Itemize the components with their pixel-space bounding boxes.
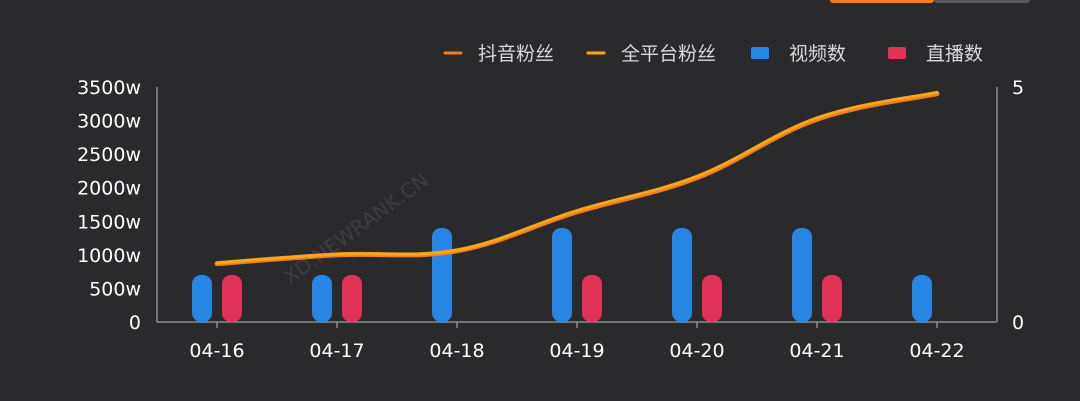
bar-video xyxy=(312,275,332,322)
bar-live xyxy=(222,275,242,322)
bar-live xyxy=(582,275,602,322)
top-tab-indicator[interactable] xyxy=(830,0,1030,4)
watermark: XD.NEWRANK.CN xyxy=(279,168,433,289)
y-left-tick-label: 1000w xyxy=(77,245,141,267)
legend-label: 直播数 xyxy=(926,43,983,65)
bar-video xyxy=(792,228,812,322)
tab-indicator-active[interactable] xyxy=(830,0,934,3)
bar-live xyxy=(342,275,362,322)
bar-live xyxy=(822,275,842,322)
x-tick-label: 04-17 xyxy=(309,340,364,362)
x-tick-label: 04-16 xyxy=(189,340,244,362)
legend-bar-swatch xyxy=(888,47,906,59)
bar-video xyxy=(552,228,572,322)
axes: 0 500w 1000w 1500w 2000w 2500w 3000w 3500w 0 5 04-… xyxy=(77,77,1024,362)
y-left-tick-label: 500w xyxy=(89,278,141,300)
legend-bar-swatch xyxy=(751,47,769,59)
line-all-platform-fans xyxy=(215,90,939,265)
y-left-tick-label: 0 xyxy=(129,312,141,334)
y-left-tick-label: 2000w xyxy=(77,178,141,200)
tab-indicator-inactive[interactable] xyxy=(934,0,1030,3)
y-right-tick-label: 0 xyxy=(1012,312,1024,334)
lines xyxy=(214,90,940,267)
x-tick-label: 04-20 xyxy=(669,340,724,362)
bar-video xyxy=(432,228,452,322)
x-tick-label: 04-19 xyxy=(549,340,604,362)
legend-label: 全平台粉丝 xyxy=(621,43,716,65)
y-left-tick-label: 1500w xyxy=(77,211,141,233)
bar-live xyxy=(702,275,722,322)
y-left-tick-label: 3500w xyxy=(77,77,141,99)
x-tick-label: 04-22 xyxy=(909,340,964,362)
legend-label: 视频数 xyxy=(789,43,846,65)
bar-video xyxy=(912,275,932,322)
y-left-tick-label: 3000w xyxy=(77,111,141,133)
legend: 抖音粉丝 全平台粉丝 视频数 直播数 xyxy=(443,43,983,65)
legend-label: 抖音粉丝 xyxy=(478,43,554,65)
y-left-tick-label: 2500w xyxy=(77,144,141,166)
y-right-tick-label: 5 xyxy=(1012,77,1024,99)
x-tick-label: 04-18 xyxy=(429,340,484,362)
bar-video xyxy=(672,228,692,322)
bar-video xyxy=(192,275,212,322)
x-tick-label: 04-21 xyxy=(789,340,844,362)
bars xyxy=(192,228,932,322)
